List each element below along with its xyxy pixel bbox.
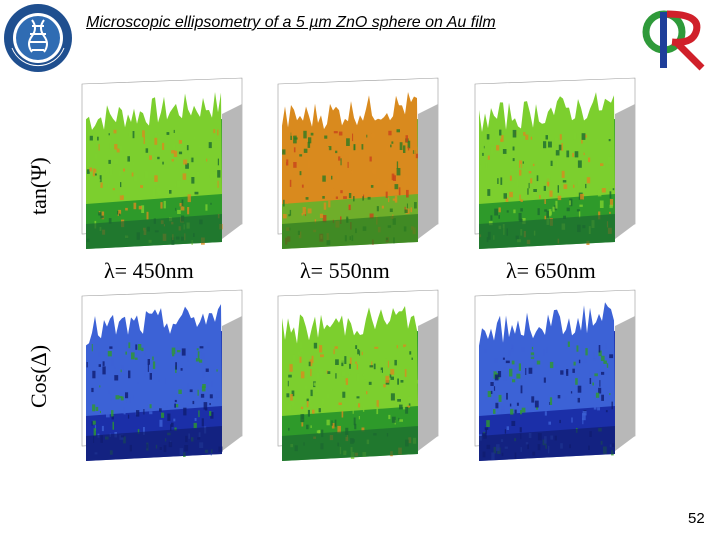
cos-delta-550nm-plot xyxy=(258,286,448,474)
wavelength-label-650: λ= 650nm xyxy=(506,258,596,283)
page-title: Microscopic ellipsometry of a 5 µm ZnO s… xyxy=(86,14,496,31)
academia-sinica-logo xyxy=(2,2,74,74)
wavelength-label-450: λ= 450nm xyxy=(104,258,194,283)
cos-delta-650nm-plot xyxy=(455,286,645,474)
tan-psi-450nm-plot xyxy=(62,74,252,262)
tan-psi-550nm-plot xyxy=(258,74,448,262)
tan-psi-axis-label: tan(Ψ) xyxy=(26,157,51,215)
r-monogram-logo xyxy=(640,2,716,74)
wavelength-label-550: λ= 550nm xyxy=(300,258,390,283)
cos-delta-450nm-plot xyxy=(62,286,252,474)
tan-psi-650nm-plot xyxy=(455,74,645,262)
page-number: 52 xyxy=(688,510,705,527)
cos-delta-axis-label: Cos(Δ) xyxy=(26,344,51,408)
